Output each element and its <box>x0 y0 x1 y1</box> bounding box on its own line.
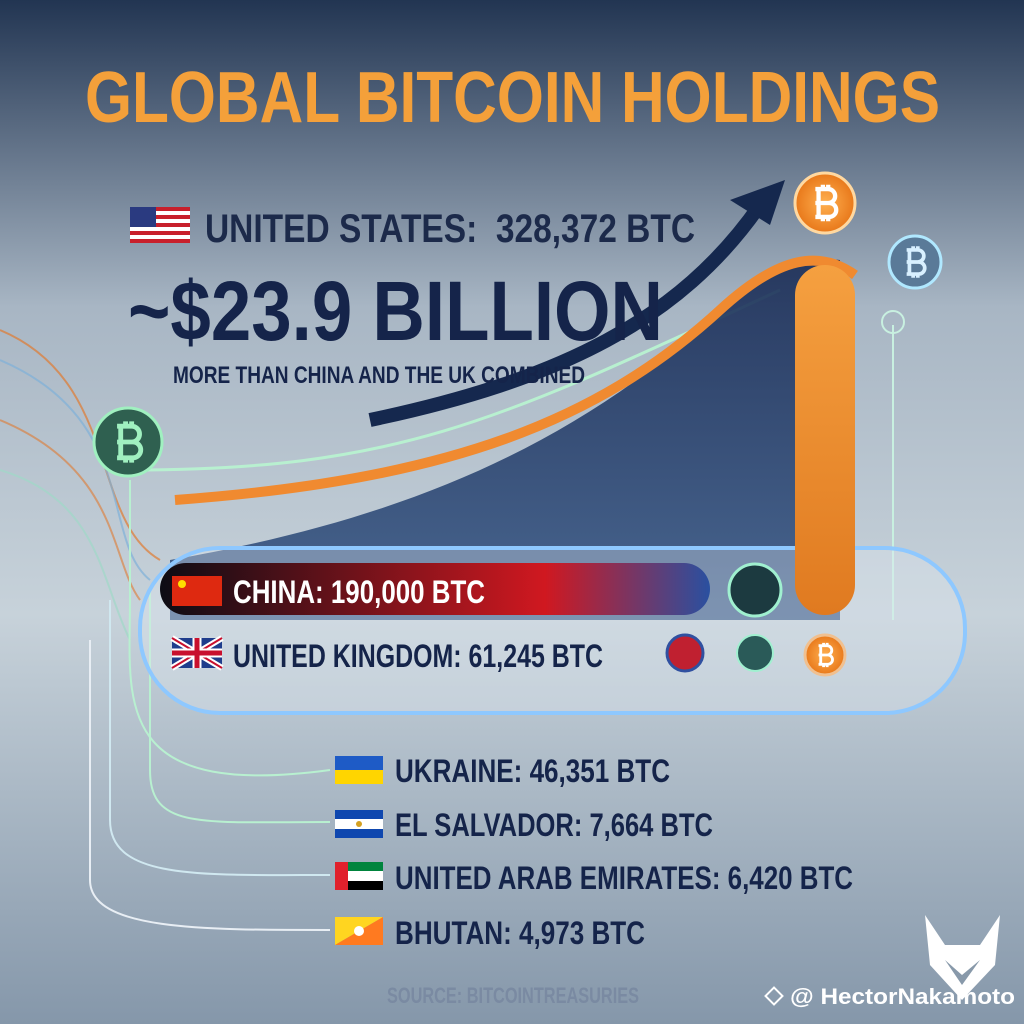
bitcoin-icon <box>803 633 847 677</box>
country-label: EL SALVADOR: 7,664 BTC <box>395 807 713 843</box>
arrow-shaft <box>368 200 766 427</box>
arrow-head <box>730 180 785 225</box>
title: GLOBAL BITCOIN HOLDINGS <box>85 58 940 138</box>
rising-area <box>170 259 840 620</box>
bitcoin-icon <box>887 234 943 290</box>
country-label: UNITED KINGDOM: 61,245 BTC <box>233 638 603 674</box>
logo <box>925 915 1000 1000</box>
flag-ukraine <box>335 756 383 784</box>
country-label: UKRAINE: 46,351 BTC <box>395 753 670 789</box>
us-pillar <box>795 265 855 615</box>
us-value: ~$23.9 BILLION <box>128 264 663 358</box>
country-label: UNITED ARAB EMIRATES: 6,420 BTC <box>395 860 853 896</box>
us-label: UNITED STATES: 328,372 BTC <box>205 207 695 251</box>
china-bar <box>160 563 710 615</box>
coin-glyph <box>815 184 839 222</box>
country-label: CHINA: 190,000 BTC <box>233 574 485 610</box>
coin-glyph <box>906 246 927 278</box>
sphere <box>727 562 783 618</box>
sphere <box>665 633 705 673</box>
coin-glyph <box>117 421 144 463</box>
flag-el-salvador <box>335 810 383 838</box>
coin-glyph <box>818 642 834 668</box>
bitcoin-icon <box>793 171 857 235</box>
flag-uk <box>170 635 224 671</box>
flag-uae <box>335 862 383 890</box>
handle: @ HectorNakamoto <box>790 984 1015 1009</box>
source: SOURCE: BITCOINTREASURIES <box>387 983 639 1008</box>
sphere <box>736 634 774 672</box>
node <box>881 310 905 334</box>
decor-lines <box>0 288 894 931</box>
us-note: MORE THAN CHINA AND THE UK COMBINED <box>173 362 585 389</box>
diamond-icon <box>764 986 784 1006</box>
orange-curve <box>174 255 858 505</box>
flag-china <box>172 576 222 606</box>
flag-bhutan <box>335 917 383 945</box>
bitcoin-icon <box>92 406 164 478</box>
flag-us <box>130 207 190 243</box>
country-label: BHUTAN: 4,973 BTC <box>395 915 645 951</box>
